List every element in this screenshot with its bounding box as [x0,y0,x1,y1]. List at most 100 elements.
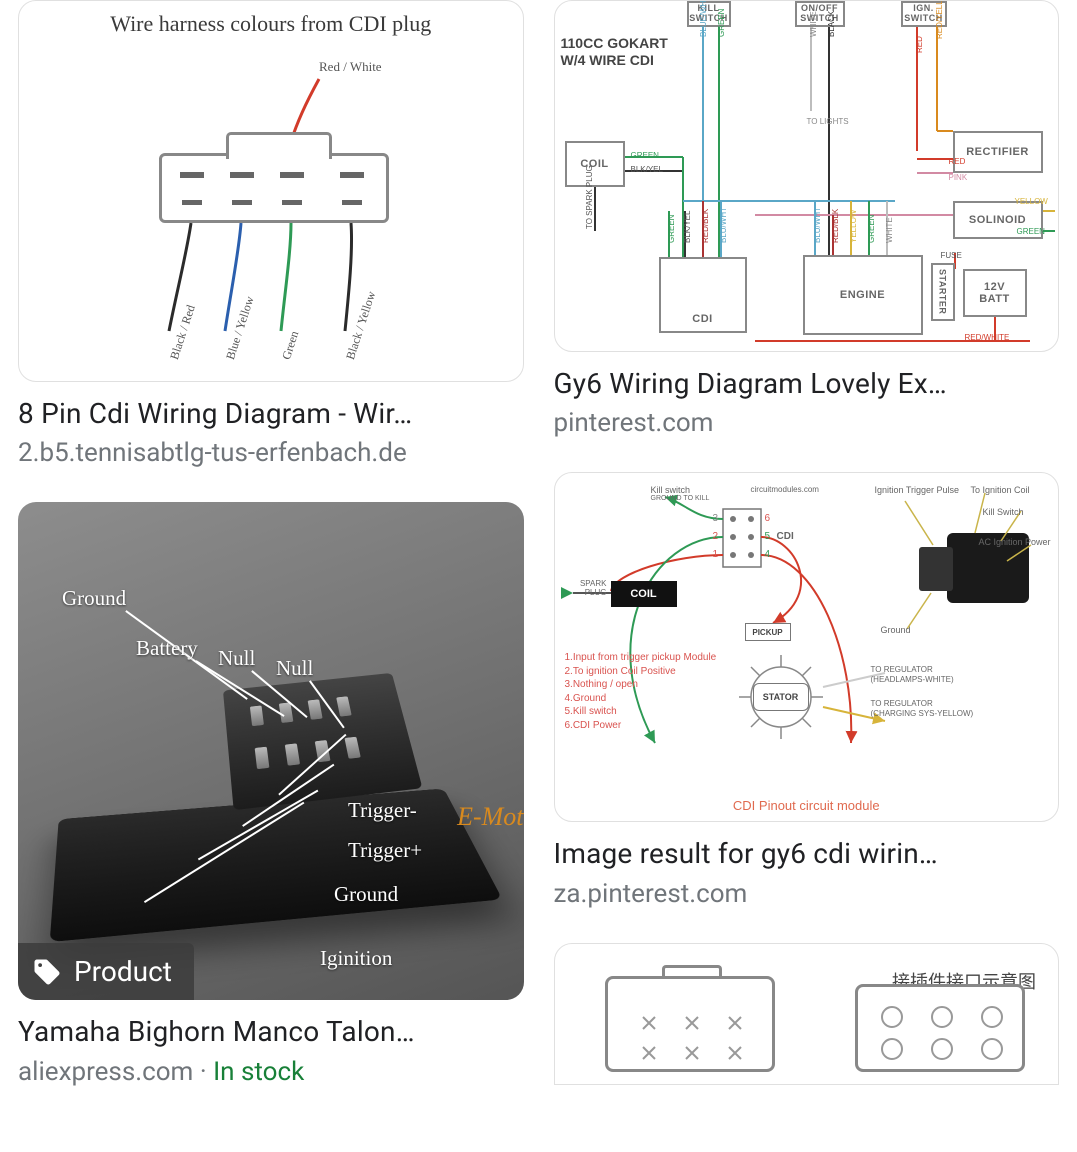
result-source[interactable]: za.pinterest.com [554,879,1060,909]
header-label: Ground [881,625,911,635]
box-cdi-label: CDI [777,531,794,542]
pin-num: 1 [713,549,719,560]
wire-label: YELLOW [849,210,858,243]
wire-label: PINK [949,173,968,182]
header-label: Kill switchGROUND TO KILL [651,485,710,502]
wire-label: RED/YELLOW [935,0,944,39]
diagram-gy6-schematic: KILLSWITCH ON/OFFSWITCH IGN.SWITCH 110CC… [555,1,1059,351]
result-source[interactable]: 2.b5.tennisabtlg-tus-erfenbach.de [18,438,524,468]
box-rectifier: RECTIFIER [953,131,1043,173]
cdi-connector [223,673,423,810]
wire-label: RED/WHITE [965,333,1010,342]
wire-label: FUSE [941,251,962,260]
result-source[interactable]: pinterest.com [554,408,1060,438]
result-source-domain: aliexpress.com [18,1057,193,1087]
pin-label: Null [276,656,313,681]
diagram-cdi-pinout: 1 2 3 4 5 6 CDI COIL PICKUP STATOR SPARK… [555,473,1059,821]
result-title[interactable]: Yamaha Bighorn Manco Talon… [18,1014,524,1050]
wire-label: GREEN [631,151,659,160]
pin-num: 3 [713,513,719,524]
wire-label: RED [949,157,966,166]
results-column-left: Wire harness colours from CDI plug Red /… [18,0,524,1121]
wire-label: BLK/YEL [683,211,692,243]
watermark: E-Mot [457,802,523,832]
result-thumbnail[interactable]: Wire harness colours from CDI plug Red /… [18,0,524,382]
result-title[interactable]: Image result for gy6 cdi wirin… [554,836,1060,872]
regulator-note: TO REGULATOR(HEADLAMPS-WHITE) [871,665,954,684]
pinout-wires [555,473,1055,821]
wire-label: RED/BLK [831,209,840,243]
wire-label: BLACK [827,11,836,37]
box-coil: COIL [565,141,625,187]
connector-outline [605,976,775,1072]
wire-label: TO SPARK PLUG [585,165,594,229]
pin-label: Trigger+ [348,838,422,863]
box-stator: STATOR [753,683,809,711]
box-coil: COIL [611,581,677,607]
diagram-connector-outline: 接插件接口示意图 [555,944,1059,1084]
spark-label: SPARKPLUG [563,579,607,597]
box-cdi: CDI [659,257,747,333]
box-starter: STARTER [931,263,955,321]
result-source[interactable]: aliexpress.com · In stock [18,1057,524,1087]
box-engine: ENGINE [803,255,923,335]
wire-label: GREEN [667,215,676,243]
result-title[interactable]: 8 Pin Cdi Wiring Diagram - Wir… [18,396,524,432]
wire-label: GREEN [1017,227,1045,236]
result-thumbnail[interactable]: Ground Battery Null Null Trigger- Trigge… [18,502,524,1000]
wire-label: GREEN [717,9,726,37]
pin-num: 6 [765,513,771,524]
result-card[interactable]: KILLSWITCH ON/OFFSWITCH IGN.SWITCH 110CC… [554,0,1060,438]
wire-label: WHITE [885,217,894,243]
header-label: Kill Switch [983,507,1024,517]
product-badge-label: Product [74,955,172,988]
wire-label: BLUE/WHITE [699,0,708,37]
cdi-body [50,789,503,943]
wire-label: BLK/YEL [631,165,663,174]
wire-label: RED [915,36,924,53]
wire-label: BLU/WHT [719,207,728,243]
header-label: Ignition Trigger Pulse [875,485,960,495]
result-card[interactable]: Ground Battery Null Null Trigger- Trigge… [18,502,524,1086]
result-thumbnail[interactable]: 接插件接口示意图 [554,943,1060,1085]
result-title[interactable]: Gy6 Wiring Diagram Lovely Ex… [554,366,1060,402]
cdi-plug-body [159,153,389,223]
pin-label: Iginition [320,946,392,971]
wire-label: TO LIGHTS [807,117,849,126]
header-label: circuitmodules.com [751,485,819,494]
pin-num: 4 [765,549,771,560]
wire-label: YELLOW [1015,197,1048,206]
pin-label: Battery [136,636,198,661]
pin-legend: 1.Input from trigger pickup Module2.To i… [565,651,717,732]
pin-num: 5 [765,531,771,542]
result-card[interactable]: 1 2 3 4 5 6 CDI COIL PICKUP STATOR SPARK… [554,472,1060,908]
result-thumbnail[interactable]: KILLSWITCH ON/OFFSWITCH IGN.SWITCH 110CC… [554,0,1060,352]
diagram-cdi-plug: Wire harness colours from CDI plug Red /… [19,1,523,381]
image-results-grid: Wire harness colours from CDI plug Red /… [18,0,1059,1121]
wire-label: RED/BLK [701,209,710,243]
separator-dot: · [200,1057,213,1087]
pin-num: 2 [713,531,719,542]
results-column-right: KILLSWITCH ON/OFFSWITCH IGN.SWITCH 110CC… [554,0,1060,1121]
diagram-header: 110CC GOKARTW/4 WIRE CDI [561,35,668,69]
box-pickup: PICKUP [745,623,791,641]
header-label: AC Ignition Power [979,537,1051,547]
product-badge: Product [18,943,194,1000]
result-card[interactable]: Wire harness colours from CDI plug Red /… [18,0,524,468]
stock-status: In stock [213,1057,304,1087]
regulator-note: TO REGULATOR(CHARGING SYS-YELLOW) [871,699,974,718]
pin-label: Trigger- [348,798,417,823]
diagram-cdi-photo: Ground Battery Null Null Trigger- Trigge… [18,502,524,1000]
wire-label: BLU/WHT [813,207,822,243]
tag-icon [32,957,62,987]
pin-label: Ground [334,882,398,907]
header-label: To Ignition Coil [971,485,1030,495]
wire-label: WHITE [809,11,818,37]
result-thumbnail[interactable]: 1 2 3 4 5 6 CDI COIL PICKUP STATOR SPARK… [554,472,1060,822]
diagram-caption: CDI Pinout circuit module [555,798,1059,813]
box-batt: 12VBATT [963,269,1027,317]
result-card[interactable]: 接插件接口示意图 [554,943,1060,1085]
switch-onoff: ON/OFFSWITCH [795,1,845,27]
pin-label: Null [218,646,255,671]
pin-label: Ground [62,586,126,611]
